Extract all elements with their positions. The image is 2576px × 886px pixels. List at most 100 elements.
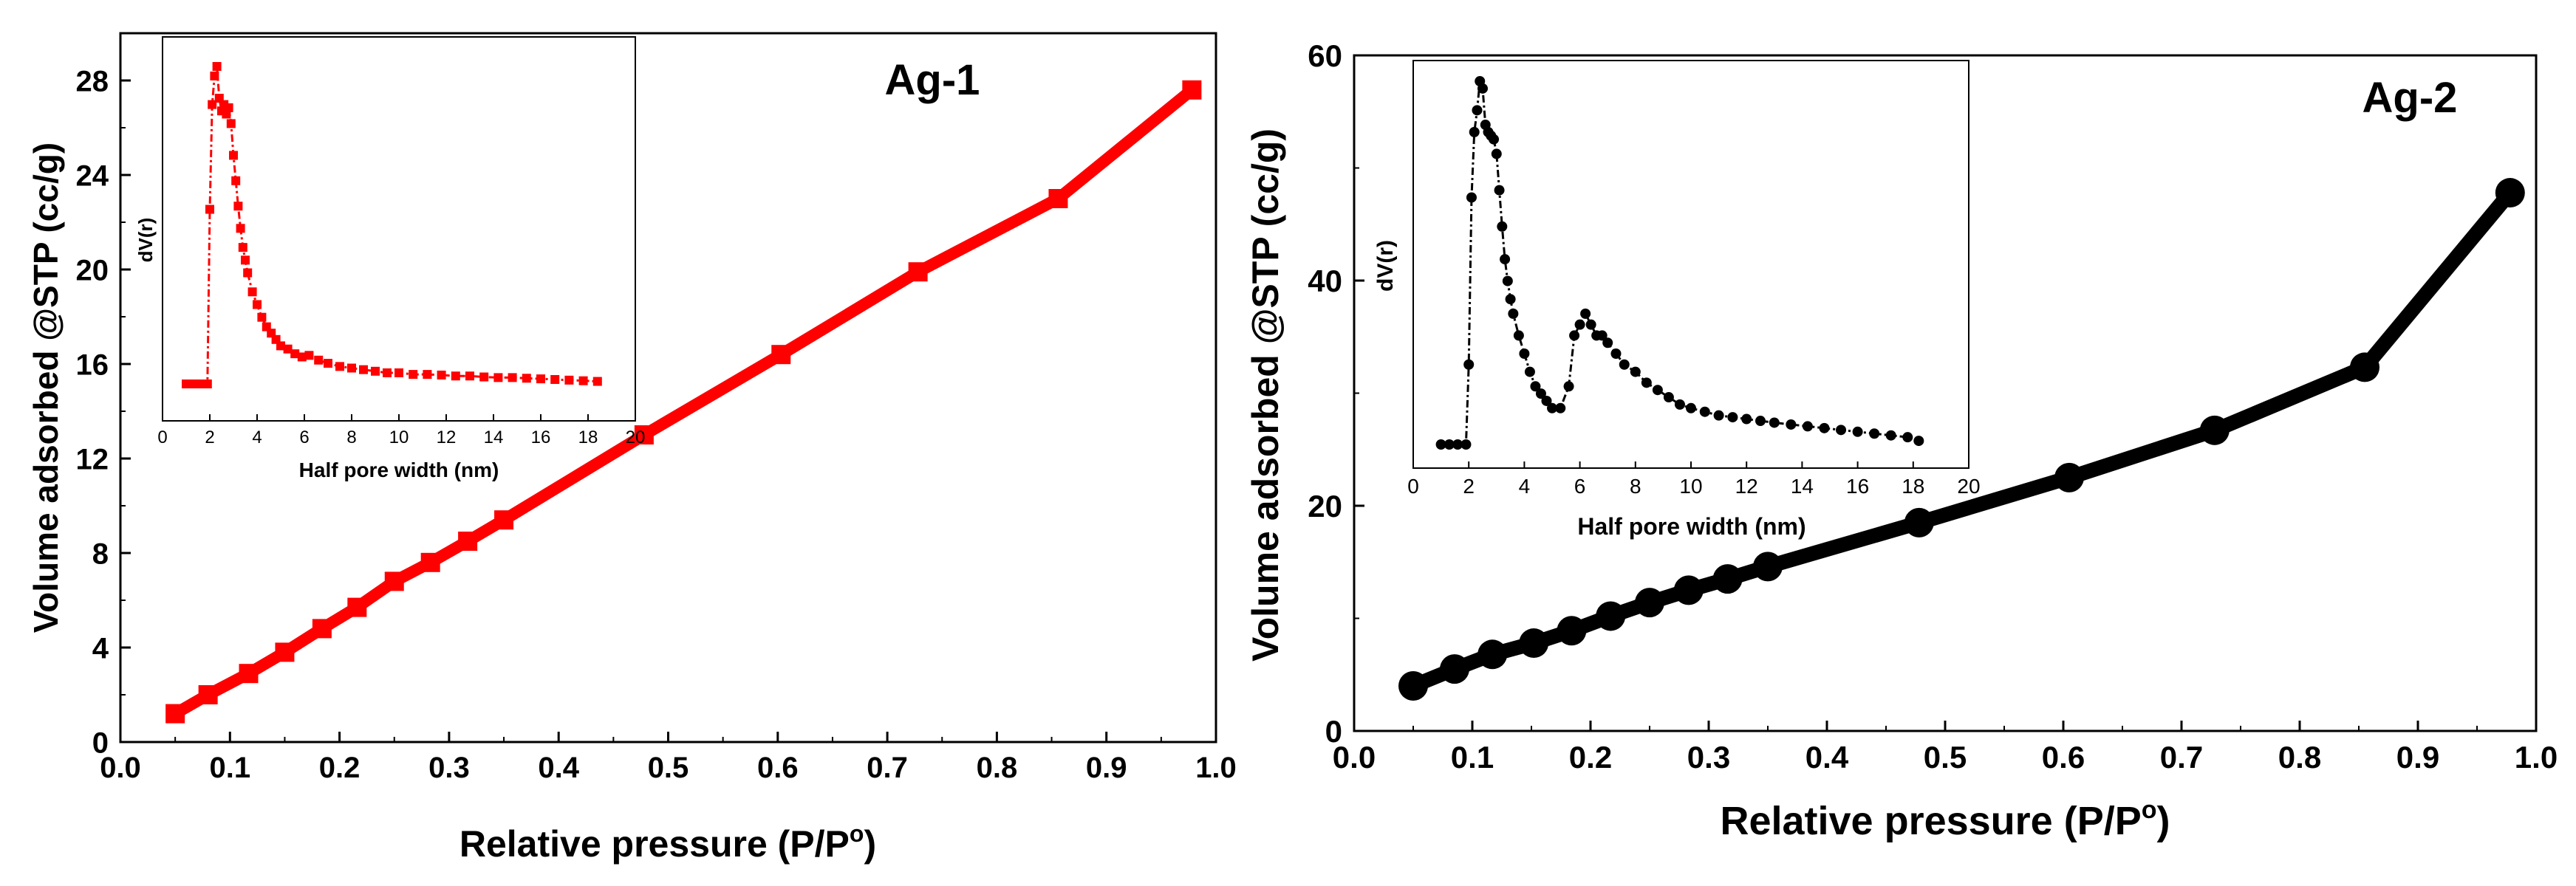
inset-pore-distribution: 0 2 4 6 8 10 12 14 16 18 20 Half pore width (nm) d… xyxy=(134,36,645,481)
inset-data-point xyxy=(283,344,293,354)
inset-data-point xyxy=(1452,439,1463,450)
data-point xyxy=(2054,462,2084,492)
y-tick-label: 4 xyxy=(92,632,109,664)
inset-data-point xyxy=(1630,366,1641,377)
inset-data-point xyxy=(205,205,214,214)
x-tick-label: 0.6 xyxy=(2042,740,2085,775)
x-tick-label: 0.3 xyxy=(428,752,470,784)
inset-y-axis-title: dV(r) xyxy=(1373,240,1398,292)
inset-data-point xyxy=(1699,406,1710,417)
inset-data-point xyxy=(437,370,446,380)
inset-x-tick-label: 8 xyxy=(1630,475,1641,498)
x-ticks: 0.0 0.1 0.2 0.3 0.4 0.5 0.6 0.7 0.8 0.9 1.0 xyxy=(100,732,1237,784)
inset-data-point xyxy=(1713,410,1724,421)
inset-data-point xyxy=(231,176,241,185)
inset-data-point xyxy=(1472,105,1483,116)
inset-x-tick-label: 2 xyxy=(1463,475,1475,498)
inset-data-point xyxy=(1885,430,1896,441)
y-tick-label: 40 xyxy=(1308,264,1342,298)
x-tick-label: 0.1 xyxy=(1451,740,1494,775)
data-point xyxy=(198,685,218,704)
y-tick-label: 12 xyxy=(76,443,109,475)
data-point xyxy=(420,552,440,572)
data-point xyxy=(1477,639,1508,670)
inset-data-point xyxy=(196,380,205,388)
data-point xyxy=(347,597,367,617)
panel-label-ag1: Ag-1 xyxy=(885,56,980,104)
x-ticks: 0.0 0.1 0.2 0.3 0.4 0.5 0.6 0.7 0.8 0.9 1.0 xyxy=(1333,721,2558,775)
inset-x-tick-label: 6 xyxy=(1574,475,1586,498)
inset-data-point xyxy=(1755,416,1766,427)
inset-data-point xyxy=(233,202,243,211)
x-tick-label: 0.2 xyxy=(319,752,361,784)
inset-data-point xyxy=(1530,381,1541,392)
inset-data-point xyxy=(1836,425,1847,436)
inset-data-point xyxy=(371,366,380,376)
inset-data-point xyxy=(1508,308,1519,319)
data-point xyxy=(239,664,259,684)
x-tick-label: 0.1 xyxy=(209,752,250,784)
inset-data-point xyxy=(236,224,245,233)
inset-data-point xyxy=(578,376,588,385)
x-tick-label: 0.3 xyxy=(1687,740,1730,775)
inset-x-tick-label: 4 xyxy=(1519,475,1531,498)
inset-pore-distribution: 0 2 4 6 8 10 12 14 16 18 20 Half pore width (nm) d… xyxy=(1373,60,1981,540)
x-tick-label: 0.6 xyxy=(757,752,799,784)
x-tick-label: 0.7 xyxy=(2160,740,2203,775)
inset-x-tick-label: 12 xyxy=(437,427,457,447)
inset-data-point xyxy=(1686,402,1696,413)
x-tick-label: 0.5 xyxy=(648,752,689,784)
data-point xyxy=(384,571,404,591)
y-tick-label: 24 xyxy=(76,159,109,192)
inset-data-point xyxy=(1641,377,1652,388)
inset-x-tick-label: 12 xyxy=(1735,475,1758,498)
inset-data-point xyxy=(241,255,250,265)
inset-data-point xyxy=(210,71,219,80)
inset-data-point xyxy=(1596,330,1608,341)
x-tick-label: 0.9 xyxy=(1086,752,1127,784)
inset-data-point xyxy=(1500,254,1511,265)
inset-data-point xyxy=(226,119,236,128)
inset-x-tick-label: 18 xyxy=(578,427,598,447)
inset-data-point xyxy=(1466,192,1477,203)
inset-data-point xyxy=(253,300,262,309)
inset-data-point xyxy=(1869,428,1880,439)
x-tick-label: 1.0 xyxy=(2515,740,2558,775)
inset-data-point xyxy=(1802,421,1813,432)
inset-y-axis-title: dV(r) xyxy=(134,218,157,263)
inset-data-point xyxy=(1602,337,1613,348)
inset-data-point xyxy=(224,103,233,112)
inset-data-point xyxy=(1580,308,1591,319)
inset-data-point xyxy=(247,287,257,297)
inset-data-point xyxy=(522,374,531,383)
inset-data-point xyxy=(1524,366,1535,377)
data-point xyxy=(165,704,185,724)
inset-data-point xyxy=(1469,126,1480,137)
x-tick-label: 0.8 xyxy=(977,752,1018,784)
inset-x-tick-label: 4 xyxy=(252,427,262,447)
inset-series xyxy=(182,62,602,388)
inset-data-point xyxy=(1535,388,1546,399)
inset-data-point xyxy=(1497,221,1508,232)
inset-x-tick-label: 8 xyxy=(346,427,356,447)
inset-data-point xyxy=(1619,359,1630,370)
inset-x-tick-label: 16 xyxy=(531,427,551,447)
x-tick-label: 0.4 xyxy=(1805,740,1849,775)
inset-data-point xyxy=(1563,381,1574,392)
inset-data-point xyxy=(423,370,432,380)
data-point xyxy=(1048,189,1068,208)
y-ticks: 0 4 8 12 16 20 24 28 xyxy=(76,65,131,759)
data-point xyxy=(1440,654,1469,684)
inset-data-point xyxy=(1444,439,1455,450)
inset-data-point xyxy=(1569,330,1580,341)
inset-data-point xyxy=(1610,348,1622,359)
inset-data-point xyxy=(409,370,418,380)
inset-data-point xyxy=(1547,402,1557,413)
inset-x-tick-label: 14 xyxy=(1791,475,1814,498)
inset-x-tick-label: 20 xyxy=(1957,475,1980,498)
y-tick-label: 28 xyxy=(76,65,109,97)
inset-data-point xyxy=(564,375,574,385)
inset-data-point xyxy=(1541,395,1552,406)
inset-data-point xyxy=(1489,134,1500,145)
data-point xyxy=(1753,552,1783,582)
